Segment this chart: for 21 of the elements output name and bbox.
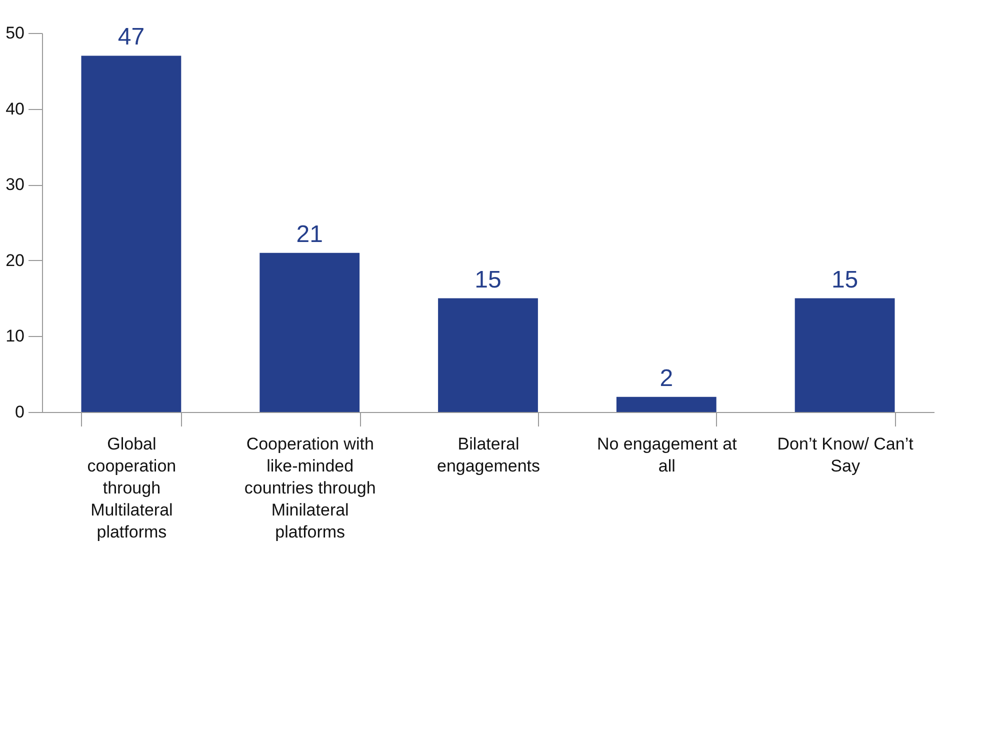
bar [438,298,538,412]
y-tick-label: 20 [6,250,24,270]
data-label: 21 [296,220,323,248]
y-tick-label: 10 [6,326,24,346]
y-tick-label: 30 [6,175,24,194]
data-label: 15 [831,266,858,294]
bar [794,298,895,412]
bar [81,56,182,412]
y-tick-label: 50 [6,24,24,42]
x-tick-label: Global cooperation through Multilateral platforms [87,434,176,542]
x-tick-label: Don’t Know/ Can’t Say [777,434,914,476]
data-label: 47 [118,24,145,51]
y-tick-label: 40 [6,99,24,118]
bar [260,252,360,412]
bar [616,396,716,412]
data-label: 2 [660,364,674,392]
x-tick-label: Cooperation with like-minded countries through Minilateral platforms [244,434,376,542]
data-label: 15 [474,266,502,294]
y-tick-label: 0 [15,402,24,422]
x-tick-label: No engagement at all [596,434,738,476]
x-tick-label: Bilateral engagements [436,434,540,476]
